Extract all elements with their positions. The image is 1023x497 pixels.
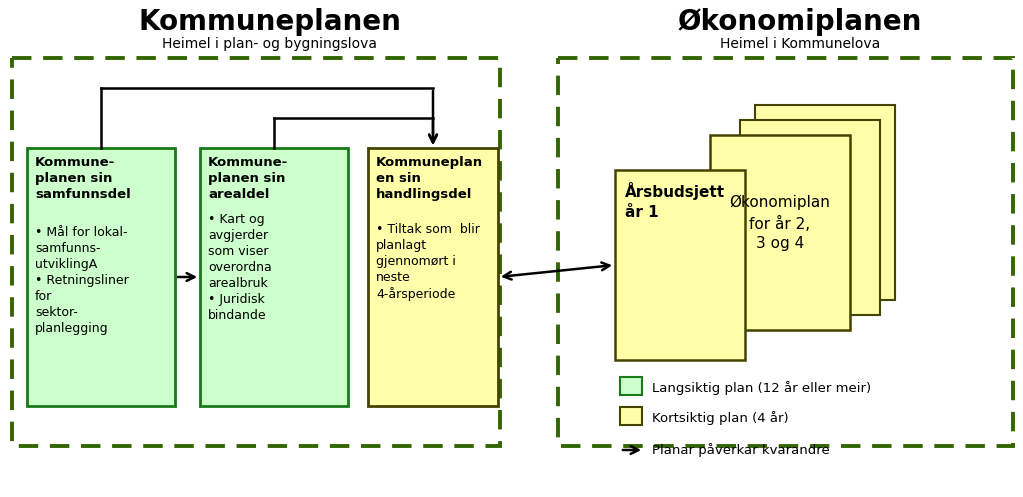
Text: Kommune-
planen sin
arealdel: Kommune- planen sin arealdel (208, 156, 288, 201)
Text: • Kart og
avgjerder
som viser
overordna
arealbruk
• Juridisk
bindande: • Kart og avgjerder som viser overordna … (208, 213, 272, 322)
Bar (27, 148, 175, 406)
Text: Planar påverkar kvarandre: Planar påverkar kvarandre (652, 443, 830, 457)
Bar (368, 148, 498, 406)
Bar (558, 58, 1013, 446)
Bar (740, 120, 880, 315)
Text: Årsbudsjett
år 1: Årsbudsjett år 1 (625, 182, 725, 220)
Bar (710, 135, 850, 330)
Bar (201, 148, 348, 406)
Bar (12, 58, 500, 446)
Text: Langsiktig plan (12 år eller meir): Langsiktig plan (12 år eller meir) (652, 381, 872, 395)
Text: • Mål for lokal-
samfunns-
utviklingA
• Retningsliner
for
sektor-
planlegging: • Mål for lokal- samfunns- utviklingA • … (35, 226, 129, 335)
Text: Heimel i plan- og bygningslova: Heimel i plan- og bygningslova (163, 37, 377, 51)
Text: Kommuneplanen: Kommuneplanen (138, 8, 401, 36)
Text: • Tiltak som  blir
planlagt
gjennomørt i
neste
4-årsperiode: • Tiltak som blir planlagt gjennomørt i … (376, 223, 480, 301)
Text: Kommune-
planen sin
samfunnsdel: Kommune- planen sin samfunnsdel (35, 156, 131, 201)
Text: Heimel i Kommunelova: Heimel i Kommunelova (720, 37, 880, 51)
Bar (620, 377, 642, 395)
Text: Økonomiplan
for år 2,
3 og 4: Økonomiplan for år 2, 3 og 4 (729, 195, 831, 251)
Bar (755, 105, 895, 300)
Text: Kommuneplan
en sin
handlingsdel: Kommuneplan en sin handlingsdel (376, 156, 483, 201)
Text: Kortsiktig plan (4 år): Kortsiktig plan (4 år) (652, 411, 789, 425)
Bar (620, 407, 642, 425)
Text: Økonomiplanen: Økonomiplanen (678, 8, 922, 36)
Bar (615, 170, 745, 360)
